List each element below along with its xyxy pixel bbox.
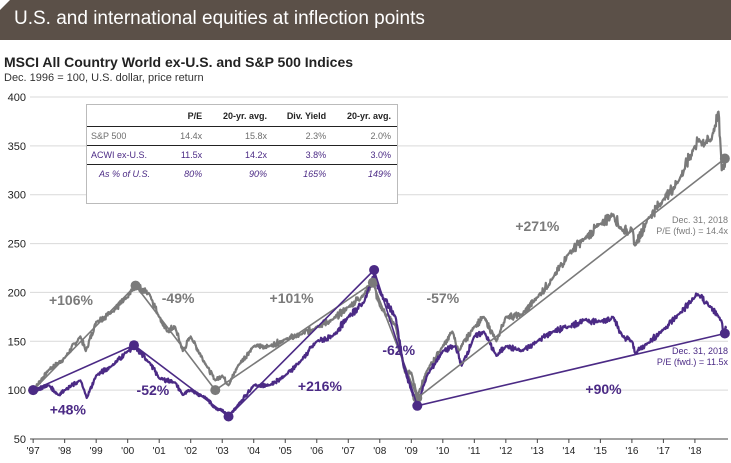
series-line-acwi xyxy=(32,273,728,419)
turning-point-marker xyxy=(412,400,423,411)
x-tick-label: '18 xyxy=(688,446,701,457)
change-label: -49% xyxy=(162,290,195,306)
table-row: S&P 500 14.4x 15.8x 2.3% 2.0% xyxy=(87,126,397,146)
y-tick-label: 400 xyxy=(8,92,26,104)
turning-point-marker xyxy=(223,411,234,422)
header-bar: U.S. and international equities at infle… xyxy=(0,0,731,40)
table-cell: 15.8x xyxy=(208,126,273,146)
x-tick-label: '16 xyxy=(625,446,638,457)
end-label: Dec. 31, 2018 xyxy=(672,215,728,225)
y-tick-label: 150 xyxy=(8,336,26,348)
y-tick-label: 250 xyxy=(8,239,26,251)
turning-point-marker xyxy=(719,153,730,164)
table-cell: 2.0% xyxy=(332,126,397,146)
y-tick-label: 200 xyxy=(8,287,26,299)
x-tick-label: '14 xyxy=(562,446,575,457)
x-tick-label: '12 xyxy=(499,446,512,457)
table-cell: S&P 500 xyxy=(87,126,170,146)
table-header-cell: 20-yr. avg. xyxy=(208,105,273,127)
table-cell: As % of U.S. xyxy=(99,169,151,179)
turning-point-marker xyxy=(128,340,139,351)
x-tick-label: '13 xyxy=(531,446,544,457)
table-cell: 149% xyxy=(367,169,391,179)
valuation-table: P/E 20-yr. avg. Div. Yield 20-yr. avg. S… xyxy=(86,104,398,204)
turning-point-marker xyxy=(130,280,141,291)
change-label: +271% xyxy=(515,218,560,234)
trend-line-acwi xyxy=(32,268,725,418)
page-title: U.S. and international equities at infle… xyxy=(14,8,425,29)
table-row: As % of U.S. 80% 90% 165% 149% xyxy=(87,165,397,184)
x-tick-label: '04 xyxy=(247,446,260,457)
change-label: -62% xyxy=(382,342,415,358)
x-tick-label: '05 xyxy=(279,446,292,457)
x-tick-label: '06 xyxy=(310,446,323,457)
x-tick-label: '98 xyxy=(58,446,71,457)
x-tick-label: '99 xyxy=(90,446,103,457)
table-cell: 3.8% xyxy=(272,145,333,165)
change-label: -52% xyxy=(137,382,170,398)
chart-subtitle: Dec. 1996 = 100, U.S. dollar, price retu… xyxy=(4,72,204,84)
table-header-row: P/E 20-yr. avg. Div. Yield 20-yr. avg. xyxy=(87,105,397,127)
change-label: +101% xyxy=(270,290,315,306)
change-label: +106% xyxy=(49,292,94,308)
series-line-sp500 xyxy=(32,110,728,398)
table-cell: 14.4x xyxy=(169,126,209,146)
turning-point-marker xyxy=(719,328,730,339)
end-label: Dec. 31, 2018 xyxy=(672,346,728,356)
y-tick-label: 50 xyxy=(14,434,26,446)
change-label: +216% xyxy=(298,378,343,394)
turning-point-marker xyxy=(367,277,378,288)
turning-point-marker xyxy=(210,385,221,396)
table-cell: 2.3% xyxy=(272,126,333,146)
turning-point-marker xyxy=(369,264,380,275)
table-cell: 90% xyxy=(248,169,267,179)
table-header-cell: 20-yr. avg. xyxy=(332,105,397,127)
table-cell: ACWI ex-U.S. xyxy=(87,145,170,165)
table-cell: 165% xyxy=(303,169,327,179)
table-cell: 3.0% xyxy=(332,145,397,165)
x-tick-label: '01 xyxy=(153,446,166,457)
chart-title: MSCI All Country World ex-U.S. and S&P 5… xyxy=(4,54,354,70)
change-label: +90% xyxy=(585,381,622,397)
table-cell: 14.2x xyxy=(208,145,273,165)
turning-point-marker xyxy=(28,385,39,396)
x-tick-label: '15 xyxy=(594,446,607,457)
table-header-cell: P/E xyxy=(169,105,209,127)
table-cell: 11.5x xyxy=(169,145,209,165)
change-label: +48% xyxy=(50,402,87,418)
table-row: ACWI ex-U.S. 11.5x 14.2x 3.8% 3.0% xyxy=(87,145,397,165)
table-header-cell xyxy=(87,105,170,127)
x-tick-label: '10 xyxy=(436,446,449,457)
y-tick-label: 100 xyxy=(8,385,26,397)
x-tick-label: '02 xyxy=(184,446,197,457)
x-tick-label: '17 xyxy=(657,446,670,457)
x-tick-label: '03 xyxy=(216,446,229,457)
table-header-cell: Div. Yield xyxy=(272,105,333,127)
y-tick-label: 300 xyxy=(8,190,26,202)
x-tick-label: '07 xyxy=(342,446,355,457)
end-label: P/E (fwd.) = 11.5x xyxy=(657,357,729,367)
change-label: -57% xyxy=(426,290,459,306)
x-tick-label: '08 xyxy=(373,446,386,457)
table-cell: 80% xyxy=(184,169,203,179)
x-tick-label: '00 xyxy=(121,446,134,457)
x-tick-label: '09 xyxy=(405,446,418,457)
trend-line-sp500 xyxy=(32,157,726,400)
end-label: P/E (fwd.) = 14.4x xyxy=(656,226,728,236)
x-tick-label: '11 xyxy=(468,446,481,457)
y-tick-label: 350 xyxy=(8,141,26,153)
header-notch xyxy=(0,0,10,10)
x-tick-label: '97 xyxy=(27,446,40,457)
